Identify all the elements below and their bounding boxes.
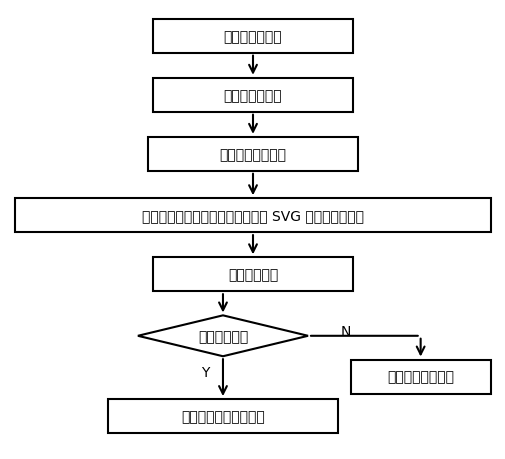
Text: 操作逻辑验证: 操作逻辑验证 (197, 329, 247, 343)
Text: 平台解析导入数据: 平台解析导入数据 (219, 148, 286, 162)
FancyBboxPatch shape (147, 138, 358, 172)
FancyBboxPatch shape (153, 258, 352, 292)
Text: N: N (340, 325, 350, 339)
Polygon shape (138, 316, 308, 357)
Text: 数据录入勘测表: 数据录入勘测表 (223, 30, 282, 44)
Text: 勘测表导入平台: 勘测表导入平台 (223, 89, 282, 103)
Text: 页面显示模拟操作结果: 页面显示模拟操作结果 (181, 409, 264, 423)
Text: 提示模拟操作有误: 提示模拟操作有误 (386, 370, 453, 384)
FancyBboxPatch shape (15, 199, 490, 233)
FancyBboxPatch shape (350, 360, 490, 394)
FancyBboxPatch shape (153, 20, 352, 54)
FancyBboxPatch shape (153, 79, 352, 113)
Text: 根据数据结构、采集实时数据通过 SVG 前端显示模拟图: 根据数据结构、采集实时数据通过 SVG 前端显示模拟图 (142, 209, 363, 223)
FancyBboxPatch shape (108, 399, 337, 433)
Text: Y: Y (201, 365, 209, 379)
Text: 前端模拟操作: 前端模拟操作 (227, 268, 278, 282)
